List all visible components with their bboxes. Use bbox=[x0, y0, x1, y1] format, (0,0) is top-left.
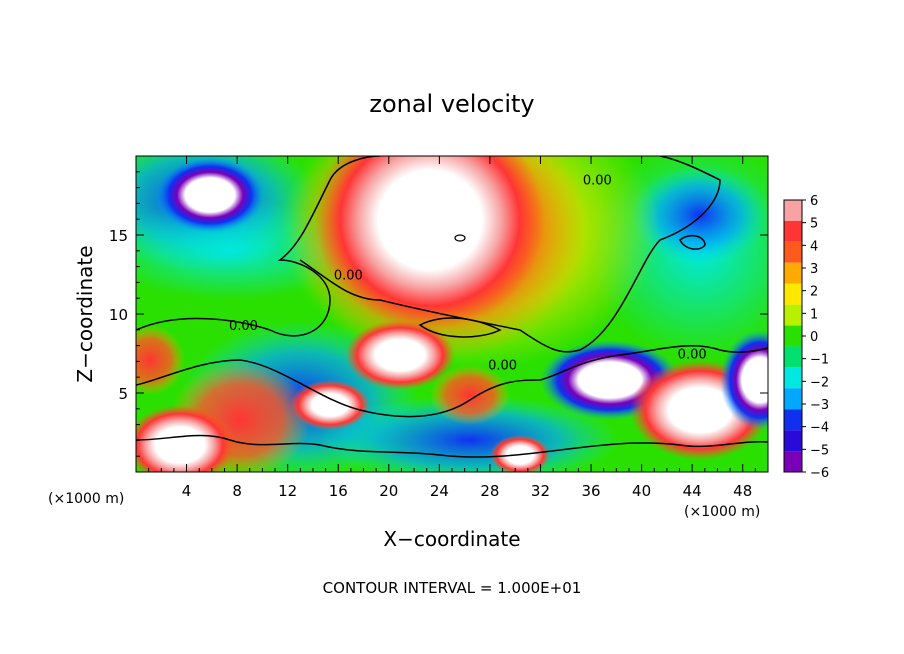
colorbar: 6 5 4 3 2 1 0 −1 −2 −3 −4 −5 −6 bbox=[783, 194, 829, 481]
field-blob bbox=[136, 325, 185, 395]
colorbar-label: 5 bbox=[810, 217, 818, 232]
contour-interval-footer: CONTOUR INTERVAL = 1.000E+01 bbox=[323, 579, 582, 597]
x-tick-label: 24 bbox=[430, 482, 449, 500]
colorbar-label: 2 bbox=[810, 285, 818, 300]
contour-label: 0.00 bbox=[334, 269, 363, 284]
colorbar-label: −4 bbox=[810, 421, 829, 436]
zero-contour bbox=[136, 345, 768, 418]
x-tick-label: 4 bbox=[182, 482, 192, 500]
x-axis-ticks: 4 8 12 16 20 24 28 32 36 40 44 48 bbox=[148, 156, 756, 500]
colorbar-swatch bbox=[784, 325, 802, 347]
y-axis-label: Z−coordinate bbox=[73, 245, 97, 382]
colorbar-label: −5 bbox=[810, 443, 829, 458]
field-blob bbox=[155, 157, 265, 233]
colorbar-label: 1 bbox=[810, 307, 818, 322]
velocity-field bbox=[136, 156, 768, 472]
colorbar-label: −1 bbox=[810, 353, 829, 368]
colorbar-swatch bbox=[784, 220, 802, 242]
colorbar-label: −3 bbox=[810, 398, 829, 413]
field-blob bbox=[490, 435, 550, 472]
colorbar-swatch bbox=[784, 283, 802, 305]
field-blob bbox=[720, 330, 768, 430]
colorbar-swatch bbox=[784, 367, 802, 389]
x-tick-label: 40 bbox=[632, 482, 651, 500]
field-blob bbox=[430, 365, 510, 425]
contour-label: 0.00 bbox=[678, 348, 707, 363]
zero-contour bbox=[136, 434, 768, 458]
contour-labels: 0.00 0.00 0.00 0.00 0.00 bbox=[229, 174, 707, 374]
y-tick-label: 5 bbox=[118, 385, 128, 403]
y-tick-label: 10 bbox=[109, 306, 128, 324]
colorbar-label: 6 bbox=[810, 194, 818, 209]
contour-label: 0.00 bbox=[583, 174, 612, 189]
colorbar-swatch bbox=[784, 241, 802, 263]
colorbar-label: −2 bbox=[810, 375, 829, 390]
colorbar-swatch bbox=[784, 388, 802, 410]
colorbar-swatch bbox=[784, 451, 802, 472]
chart-title: zonal velocity bbox=[369, 90, 534, 118]
x-tick-label: 16 bbox=[329, 482, 348, 500]
x-tick-label: 28 bbox=[480, 482, 499, 500]
y-axis-ticks: 5 10 15 bbox=[109, 171, 768, 457]
colorbar-label: 3 bbox=[810, 262, 818, 277]
x-tick-label: 8 bbox=[232, 482, 242, 500]
colorbar-label: −6 bbox=[810, 466, 829, 481]
contour-label: 0.00 bbox=[229, 319, 258, 334]
x-axis-label: X−coordinate bbox=[383, 527, 520, 551]
x-tick-label: 12 bbox=[278, 482, 297, 500]
zero-contour bbox=[299, 156, 721, 353]
colorbar-swatch bbox=[784, 409, 802, 431]
zero-contour bbox=[679, 234, 706, 250]
zero-contour bbox=[418, 317, 502, 338]
x-axis-units-right: (×1000 m) bbox=[684, 504, 760, 520]
field-blob bbox=[290, 380, 370, 430]
zero-contour bbox=[136, 156, 381, 337]
colorbar-swatch bbox=[784, 200, 802, 221]
x-tick-label: 44 bbox=[683, 482, 702, 500]
x-tick-label: 48 bbox=[733, 482, 752, 500]
contour-label: 0.00 bbox=[488, 359, 517, 374]
zero-contour bbox=[454, 234, 466, 242]
x-axis-units-left: (×1000 m) bbox=[48, 491, 124, 507]
x-tick-label: 32 bbox=[531, 482, 550, 500]
colorbar-label: 4 bbox=[810, 239, 818, 254]
field-blob bbox=[345, 320, 455, 390]
x-tick-label: 20 bbox=[379, 482, 398, 500]
colorbar-swatch bbox=[784, 346, 802, 368]
field-blob bbox=[630, 165, 768, 265]
field-blob bbox=[315, 156, 545, 330]
y-tick-label: 15 bbox=[109, 227, 128, 245]
x-tick-label: 36 bbox=[581, 482, 600, 500]
colorbar-swatch bbox=[784, 430, 802, 452]
colorbar-swatch bbox=[784, 262, 802, 284]
colorbar-swatch bbox=[784, 304, 802, 326]
colorbar-label: 0 bbox=[810, 330, 818, 345]
field-blob bbox=[136, 405, 235, 472]
